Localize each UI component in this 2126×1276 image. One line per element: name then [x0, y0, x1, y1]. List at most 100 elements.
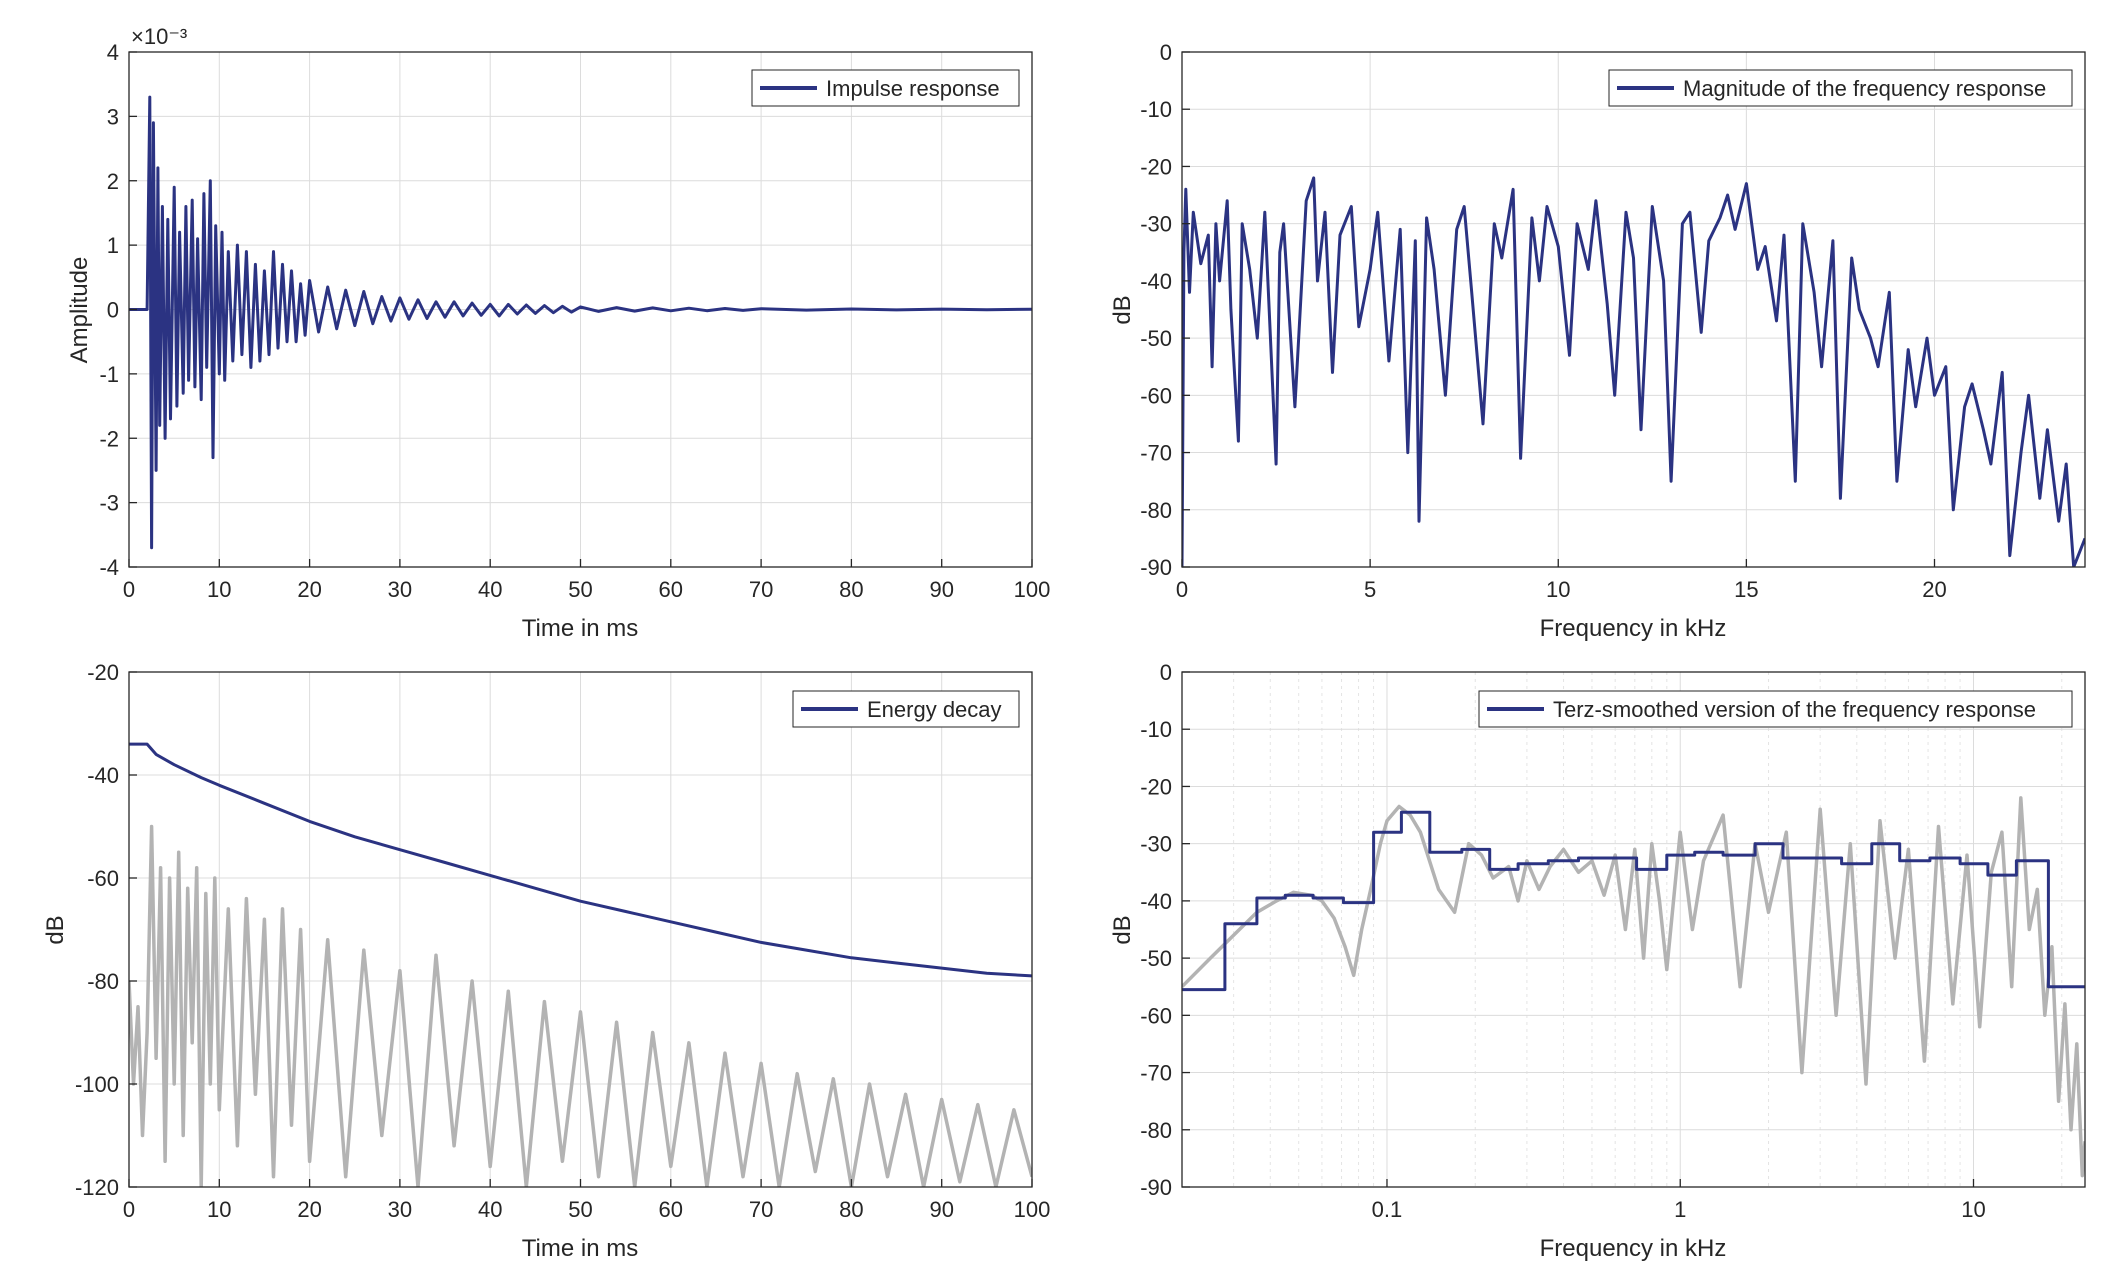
chart-magnitude-frame — [1181, 51, 2086, 568]
chart-terz-series — [1182, 796, 2085, 1178]
y-tick-label: -60 — [1140, 383, 1172, 408]
chart-energy-yticks: -20 -40 -60 -80 -100 -120 — [75, 660, 137, 1200]
chart-magnitude-xticks: 0 5 10 15 20 — [1176, 559, 1947, 602]
x-tick-label: 60 — [659, 577, 683, 602]
x-tick-label: 0 — [123, 1197, 135, 1222]
x-tick-label: 90 — [929, 577, 953, 602]
chart-energy-xticks: 0 10 20 30 40 50 60 70 80 90 100 — [123, 1179, 1050, 1222]
x-tick-label: 15 — [1734, 577, 1758, 602]
chart-magnitude: 0 5 10 15 20 0 -10 -20 -30 -40 -50 -60 -70 -80 -90 Fr… — [1109, 40, 2086, 642]
x-tick-label: 20 — [297, 1197, 321, 1222]
y-tick-label: 4 — [107, 40, 119, 65]
x-tick-label: 70 — [749, 577, 773, 602]
series-line-main — [1182, 176, 2085, 567]
chart-terz-ylabel: dB — [1109, 915, 1136, 944]
chart-impulse-xlabel: Time in ms — [522, 615, 638, 642]
y-tick-label: -100 — [75, 1072, 119, 1097]
y-tick-label: -40 — [1140, 889, 1172, 914]
y-tick-label: -1 — [99, 362, 119, 387]
x-tick-label: 0 — [123, 577, 135, 602]
x-tick-label: 100 — [1014, 1197, 1051, 1222]
series-line-main — [129, 95, 1032, 550]
chart-terz: 0.1 1 10 0 -10 -20 -30 -40 -50 -60 -70 -80 -90 Freq… — [1109, 660, 2086, 1262]
x-tick-label: 1 — [1674, 1197, 1686, 1222]
chart-impulse-legend: Impulse response — [751, 69, 1020, 107]
y-tick-label: -20 — [1140, 154, 1172, 179]
chart-magnitude-series — [1182, 176, 2085, 567]
y-tick-label: -90 — [1140, 555, 1172, 580]
y-tick-label: -3 — [99, 491, 119, 516]
chart-terz-xticks: 0.1 1 10 — [1372, 1179, 1986, 1222]
x-tick-label: 20 — [1922, 577, 1946, 602]
chart-terz-legend: Terz-smoothed version of the frequency r… — [1478, 690, 2073, 728]
series-line-main — [1182, 810, 2085, 992]
x-tick-label: 40 — [478, 1197, 502, 1222]
y-tick-label: -2 — [99, 426, 119, 451]
x-tick-label: 70 — [749, 1197, 773, 1222]
chart-magnitude-xlabel: Frequency in kHz — [1540, 615, 1727, 642]
y-tick-label: 2 — [107, 169, 119, 194]
y-tick-label: -80 — [1140, 1118, 1172, 1143]
x-tick-label: 10 — [207, 577, 231, 602]
x-tick-label: 90 — [929, 1197, 953, 1222]
x-tick-label: 50 — [568, 577, 592, 602]
y-tick-label: 3 — [107, 104, 119, 129]
y-tick-label: -50 — [1140, 946, 1172, 971]
y-tick-label: -60 — [87, 866, 119, 891]
series-line-main — [129, 742, 1032, 978]
y-tick-label: -80 — [1140, 498, 1172, 523]
y-tick-label: -10 — [1140, 717, 1172, 742]
y-tick-label: -40 — [1140, 269, 1172, 294]
x-tick-label: 60 — [659, 1197, 683, 1222]
y-tick-label: -90 — [1140, 1175, 1172, 1200]
chart-magnitude-yticks: 0 -10 -20 -30 -40 -50 -60 -70 -80 -90 — [1140, 40, 1190, 580]
chart-energy: 0 10 20 30 40 50 60 70 80 90 100 -20-40-60-80-100-… — [42, 660, 1050, 1262]
y-tick-label: -20 — [1140, 774, 1172, 799]
y-tick-label: 1 — [107, 233, 119, 258]
x-tick-label: 0.1 — [1372, 1197, 1403, 1222]
chart-impulse: 0 10 20 30 40 50 60 70 80 90 100 -4 -3 -2 -1 0 1 2 3 4 ×10… — [66, 24, 1050, 642]
chart-impulse-xticks: 0 10 20 30 40 50 60 70 80 90 100 — [123, 559, 1050, 602]
y-tick-label: -50 — [1140, 326, 1172, 351]
x-tick-label: 5 — [1364, 577, 1376, 602]
chart-terz-yticks: 0 -10 -20 -30 -40 -50 -60 -70 -80 -90 — [1140, 660, 1190, 1200]
y-tick-label: -4 — [99, 555, 119, 580]
y-tick-label: -30 — [1140, 832, 1172, 857]
y-tick-label: 0 — [1160, 40, 1172, 65]
chart-magnitude-legend-label: Magnitude of the frequency response — [1683, 76, 2046, 101]
x-tick-label: 40 — [478, 577, 502, 602]
x-tick-label: 80 — [839, 577, 863, 602]
x-tick-label: 50 — [568, 1197, 592, 1222]
chart-terz-legend-label: Terz-smoothed version of the frequency r… — [1553, 697, 2036, 722]
x-tick-label: 10 — [207, 1197, 231, 1222]
y-tick-label: -40 — [87, 763, 119, 788]
chart-terz-frame — [1181, 671, 2086, 1188]
chart-impulse-ylabel: Amplitude — [66, 257, 93, 364]
chart-energy-ylabel: dB — [42, 915, 69, 944]
x-tick-label: 80 — [839, 1197, 863, 1222]
x-tick-label: 100 — [1014, 577, 1051, 602]
y-tick-label: 0 — [1160, 660, 1172, 685]
y-tick-label: -30 — [1140, 212, 1172, 237]
x-tick-label: 20 — [297, 577, 321, 602]
chart-energy-xlabel: Time in ms — [522, 1235, 638, 1262]
x-tick-label: 0 — [1176, 577, 1188, 602]
y-tick-label: -70 — [1140, 1061, 1172, 1086]
chart-impulse-legend-label: Impulse response — [826, 76, 1000, 101]
x-tick-label: 10 — [1961, 1197, 1985, 1222]
y-tick-label: -20 — [87, 660, 119, 685]
x-tick-label: 30 — [388, 1197, 412, 1222]
chart-terz-xlabel: Frequency in kHz — [1540, 1235, 1727, 1262]
series-line-gray — [129, 824, 1032, 1187]
chart-energy-series — [129, 742, 1032, 1187]
y-tick-label: -10 — [1140, 97, 1172, 122]
chart-magnitude-ylabel: dB — [1109, 295, 1136, 324]
chart-magnitude-legend: Magnitude of the frequency response — [1608, 69, 2073, 107]
chart-energy-legend: Energy decay — [792, 690, 1020, 728]
chart-energy-legend-label: Energy decay — [867, 697, 1002, 722]
y-tick-label: -70 — [1140, 441, 1172, 466]
x-tick-label: 30 — [388, 577, 412, 602]
chart-impulse-exponent: ×10⁻³ — [131, 24, 187, 49]
y-tick-label: 0 — [107, 298, 119, 323]
